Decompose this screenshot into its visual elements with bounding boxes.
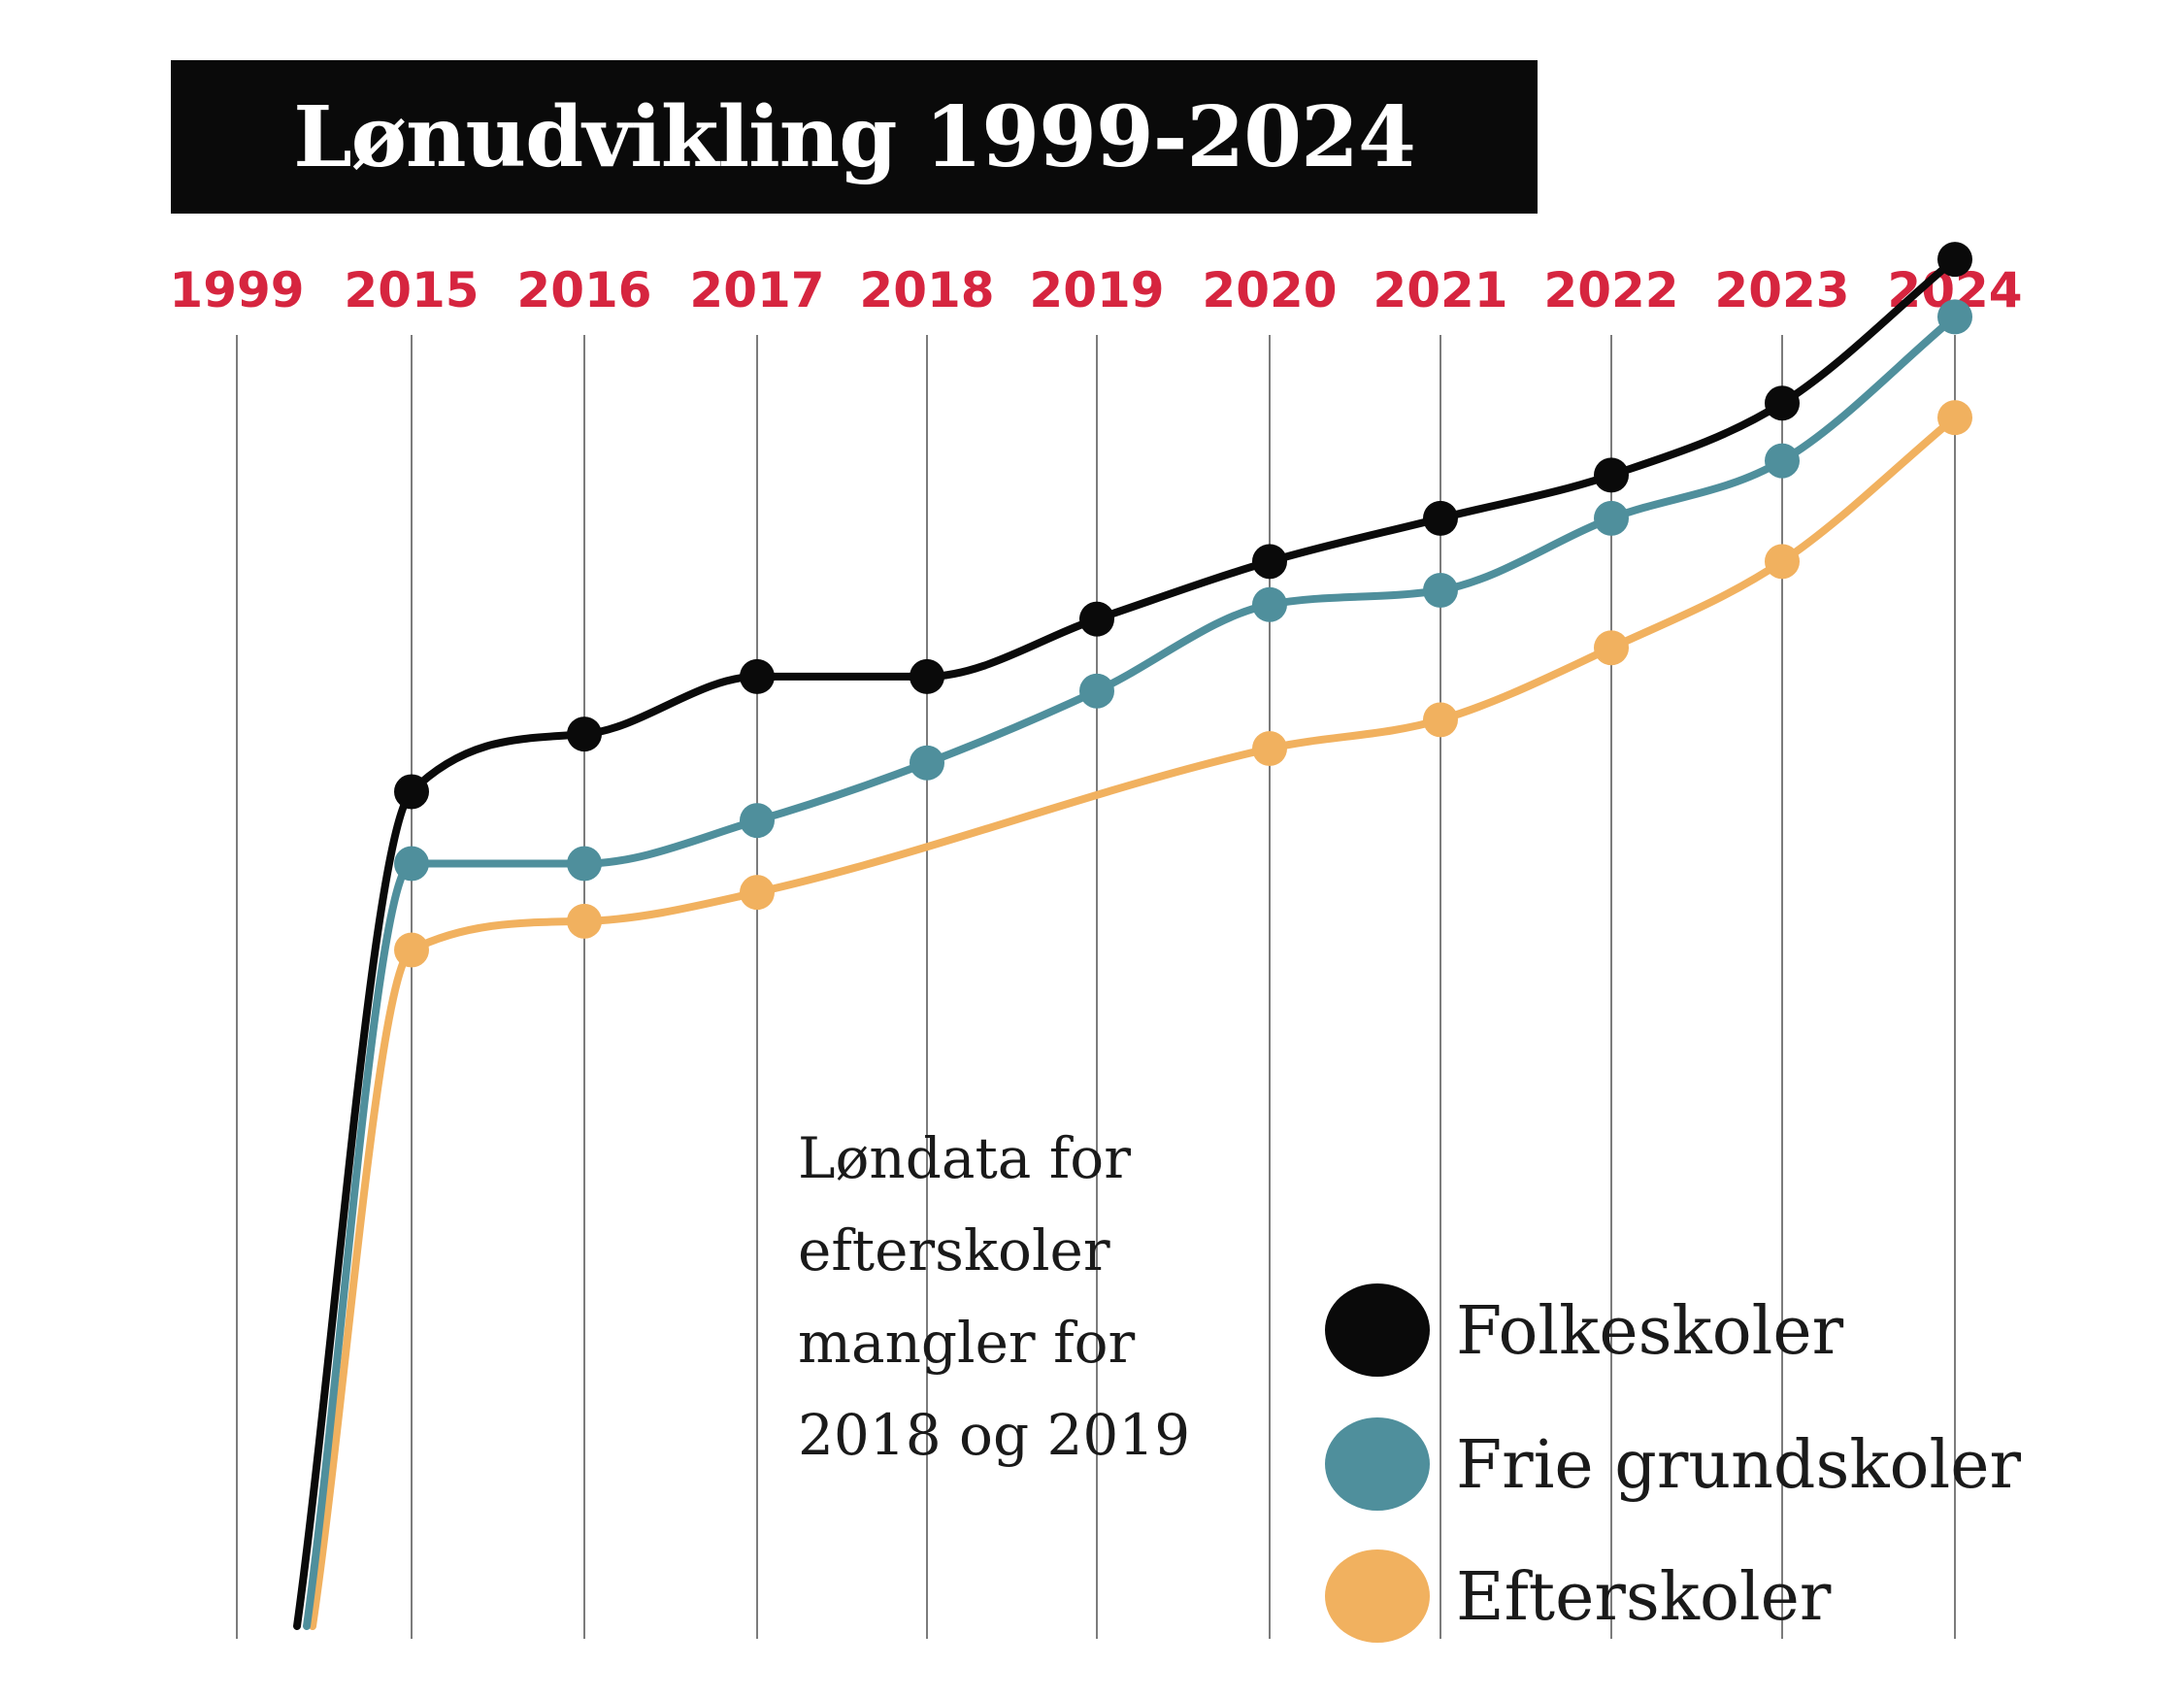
- note-line: 2018 og 2019: [798, 1402, 1191, 1468]
- data-point: [1594, 500, 1629, 536]
- legend-label: Frie grundskoler: [1456, 1427, 2021, 1504]
- data-point: [910, 745, 944, 781]
- data-point: [1252, 730, 1287, 766]
- note-line: mangler for: [798, 1310, 1136, 1376]
- data-point: [910, 658, 944, 694]
- data-point: [567, 716, 602, 752]
- data-point: [567, 903, 602, 939]
- legend-marker: [1325, 1417, 1430, 1511]
- year-label: 2023: [1714, 262, 1849, 318]
- legend-marker: [1325, 1549, 1430, 1643]
- data-point: [740, 875, 775, 911]
- year-label: 2018: [859, 262, 994, 318]
- data-point: [1423, 500, 1458, 536]
- year-label: 2022: [1543, 262, 1678, 318]
- missing-data-note: Løndata for efterskoler mangler for 2018…: [798, 1113, 1244, 1482]
- chart-title-box: Lønudvikling 1999-2024: [171, 60, 1538, 214]
- year-label: 2016: [516, 262, 651, 318]
- data-point: [1765, 544, 1800, 580]
- data-point: [1594, 457, 1629, 493]
- data-point: [1765, 385, 1800, 421]
- data-point: [1079, 601, 1114, 637]
- data-point: [1937, 400, 1972, 436]
- data-point: [1594, 630, 1629, 666]
- chart-title: Lønudvikling 1999-2024: [293, 87, 1416, 186]
- data-point: [1252, 586, 1287, 622]
- data-point: [394, 932, 429, 968]
- data-point: [567, 846, 602, 882]
- data-point: [1252, 544, 1287, 580]
- data-point: [740, 658, 775, 694]
- year-label: 2019: [1029, 262, 1164, 318]
- year-label: 2021: [1373, 262, 1507, 318]
- data-point: [1937, 242, 1972, 278]
- data-point: [1937, 299, 1972, 335]
- year-label: 1999: [169, 262, 304, 318]
- note-line: Løndata for: [798, 1125, 1131, 1191]
- legend-label: Folkeskoler: [1456, 1293, 1844, 1370]
- data-point: [1765, 443, 1800, 479]
- data-point: [394, 846, 429, 882]
- data-point: [1423, 702, 1458, 738]
- data-point: [1079, 673, 1114, 709]
- data-point: [1423, 572, 1458, 608]
- data-point: [740, 803, 775, 839]
- data-point: [394, 774, 429, 810]
- year-label: 2020: [1202, 262, 1337, 318]
- year-label: 2017: [689, 262, 824, 318]
- legend-marker: [1325, 1283, 1430, 1377]
- year-label: 2015: [344, 262, 479, 318]
- legend-label: Efterskoler: [1456, 1559, 1832, 1636]
- note-line: efterskoler: [798, 1217, 1110, 1283]
